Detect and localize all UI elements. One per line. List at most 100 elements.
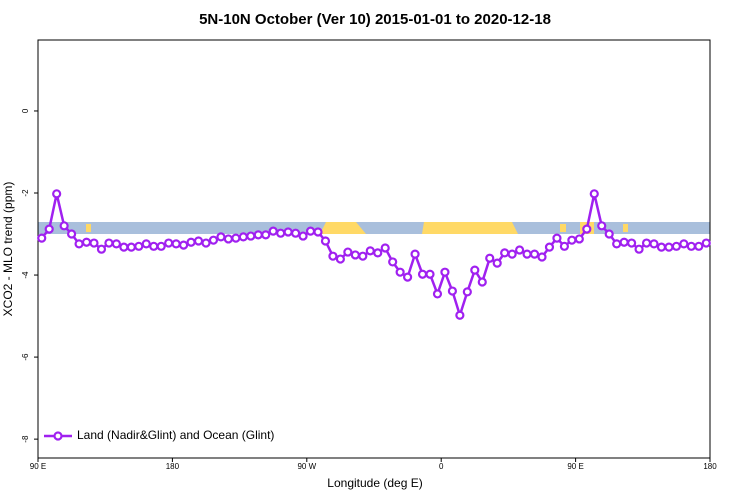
x-tick-label: 180 bbox=[703, 462, 717, 471]
data-point bbox=[96, 244, 107, 254]
data-point bbox=[694, 241, 704, 251]
data-point bbox=[246, 231, 256, 241]
data-point bbox=[544, 242, 555, 252]
data-point bbox=[104, 238, 114, 248]
data-point bbox=[574, 234, 584, 244]
data-point bbox=[649, 239, 659, 249]
data-point bbox=[567, 235, 577, 245]
chart-title: 5N-10N October (Ver 10) 2015-01-01 to 20… bbox=[199, 11, 551, 28]
data-point bbox=[500, 248, 510, 258]
legend-marker bbox=[53, 431, 63, 441]
data-point bbox=[462, 287, 472, 297]
data-point bbox=[417, 269, 428, 279]
data-point bbox=[701, 238, 711, 248]
data-point bbox=[305, 226, 316, 236]
data-point bbox=[44, 224, 54, 234]
data-point bbox=[559, 241, 570, 251]
y-axis-label: XCO2 - MLO trend (ppm) bbox=[1, 182, 15, 317]
data-point bbox=[276, 228, 286, 238]
data-point bbox=[37, 233, 47, 243]
data-point bbox=[537, 252, 547, 262]
data-point bbox=[193, 236, 204, 246]
plot-frame bbox=[37, 39, 711, 459]
data-point bbox=[298, 231, 308, 241]
data-point bbox=[440, 267, 450, 277]
y-tick-label: -6 bbox=[21, 353, 30, 361]
data-point bbox=[66, 229, 77, 239]
data-point bbox=[231, 233, 241, 243]
data-point bbox=[380, 243, 390, 253]
data-point bbox=[485, 253, 495, 263]
data-point bbox=[328, 251, 338, 261]
data-point bbox=[134, 241, 144, 251]
data-point bbox=[686, 241, 696, 251]
data-point bbox=[470, 265, 480, 275]
data-point bbox=[126, 242, 136, 252]
data-point bbox=[679, 239, 689, 249]
data-point bbox=[149, 241, 159, 251]
data-point bbox=[111, 239, 122, 249]
data-point bbox=[477, 277, 487, 287]
data-point bbox=[283, 227, 293, 237]
data-point bbox=[358, 251, 368, 261]
data-point bbox=[626, 238, 637, 248]
data-point bbox=[612, 239, 622, 249]
x-tick-label: 90 E bbox=[567, 462, 583, 471]
data-point bbox=[89, 238, 99, 248]
data-point bbox=[313, 227, 323, 237]
data-point bbox=[119, 242, 129, 252]
data-point bbox=[164, 238, 174, 248]
x-tick-label: 90 E bbox=[30, 462, 46, 471]
data-point bbox=[671, 241, 682, 251]
x-tick-label: 90 W bbox=[297, 462, 316, 471]
data-point bbox=[238, 232, 248, 242]
data-point bbox=[388, 257, 398, 267]
data-point bbox=[59, 221, 69, 231]
data-point bbox=[619, 237, 629, 247]
data-point bbox=[208, 235, 219, 245]
data-point bbox=[641, 238, 652, 248]
data-point bbox=[74, 239, 84, 249]
y-tick-label: -2 bbox=[21, 189, 30, 197]
data-point bbox=[507, 249, 517, 259]
data-point bbox=[634, 244, 644, 254]
data-point bbox=[552, 233, 562, 243]
ocean-strip bbox=[38, 222, 710, 234]
x-tick-label: 0 bbox=[439, 462, 444, 471]
data-point bbox=[403, 272, 413, 282]
data-point bbox=[261, 230, 271, 240]
data-point bbox=[395, 267, 405, 277]
data-point bbox=[81, 237, 92, 247]
data-point bbox=[582, 224, 592, 234]
land-patch bbox=[623, 224, 628, 232]
data-point bbox=[216, 232, 226, 242]
x-tick-label: 180 bbox=[166, 462, 180, 471]
data-point bbox=[335, 254, 345, 264]
data-point bbox=[529, 249, 540, 259]
data-point bbox=[455, 310, 465, 320]
data-point bbox=[447, 286, 457, 296]
data-point bbox=[373, 248, 383, 258]
data-point bbox=[589, 189, 599, 199]
data-point bbox=[604, 229, 614, 239]
data-point bbox=[514, 245, 525, 255]
y-tick-label: 0 bbox=[21, 108, 30, 113]
data-point bbox=[410, 249, 420, 259]
y-tick-label: -4 bbox=[21, 271, 30, 279]
data-point bbox=[320, 236, 331, 246]
data-point bbox=[656, 242, 667, 252]
data-point bbox=[432, 289, 443, 299]
data-point bbox=[425, 269, 435, 279]
data-point bbox=[171, 239, 181, 249]
data-point bbox=[223, 234, 233, 244]
data-point bbox=[141, 239, 151, 249]
data-point bbox=[365, 246, 375, 256]
data-point bbox=[597, 221, 607, 231]
x-axis-label: Longitude (deg E) bbox=[327, 476, 422, 490]
data-point bbox=[52, 189, 62, 199]
legend-label: Land (Nadir&Glint) and Ocean (Glint) bbox=[77, 428, 274, 442]
data-point bbox=[350, 250, 360, 260]
data-point bbox=[664, 242, 674, 252]
land-patch bbox=[86, 224, 91, 232]
